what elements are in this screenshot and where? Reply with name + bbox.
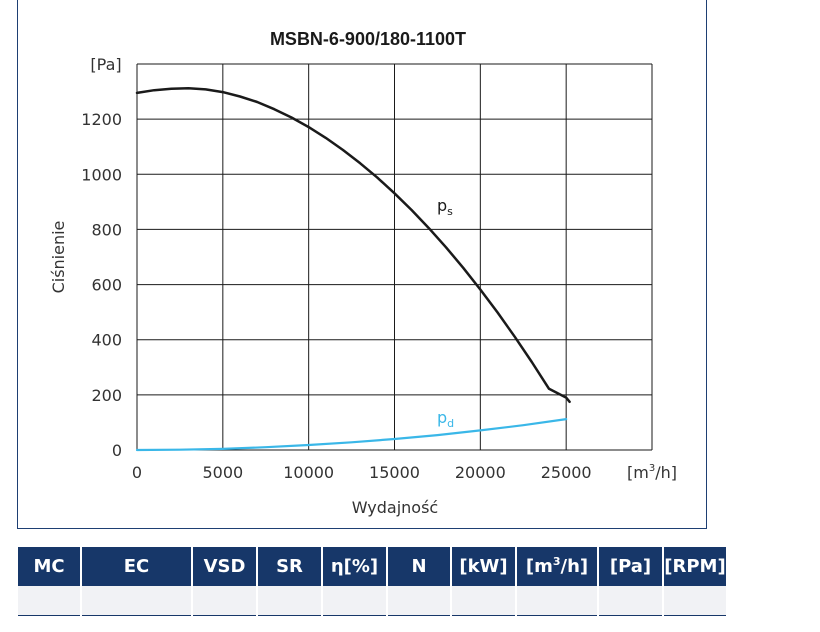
y-axis-label: Ciśnienie xyxy=(49,221,68,294)
table-cell xyxy=(663,586,726,616)
x-unit-label: [m3/h] xyxy=(627,463,677,482)
table-cell xyxy=(387,586,452,616)
y-tick-label: 800 xyxy=(91,220,122,239)
x-tick-label: 5000 xyxy=(202,463,243,482)
table-cell xyxy=(257,586,323,616)
performance-chart: MSBN-6-900/180-1100T 0 200 400 600 800 1000 12… xyxy=(49,29,677,517)
y-tick-label: 600 xyxy=(91,276,122,295)
spec-table: MC EC VSD SR η[%] N [kW] [m3/h] [Pa] [RPM] xyxy=(18,547,726,616)
table-cell xyxy=(322,586,388,616)
table-cell xyxy=(451,586,517,616)
table-cell xyxy=(18,586,82,616)
x-tick-label: 25000 xyxy=(541,463,592,482)
chart-title: MSBN-6-900/180-1100T xyxy=(270,29,466,49)
table-header-cell: [Pa] xyxy=(598,547,664,586)
table-header-cell: SR xyxy=(257,547,323,586)
x-unit-sup: 3 xyxy=(649,463,655,474)
y-tick-label: 200 xyxy=(91,386,122,405)
x-axis-label: Wydajność xyxy=(352,498,438,517)
table-header-cell: VSD xyxy=(192,547,258,586)
y-tick-label: 1000 xyxy=(81,165,122,184)
table-header-cell: η[%] xyxy=(322,547,388,586)
table-header-cell: [kW] xyxy=(451,547,517,586)
table-header-cell: EC xyxy=(81,547,193,586)
table-header-cell: N xyxy=(387,547,452,586)
table-row xyxy=(18,586,726,616)
series-layer xyxy=(135,87,571,452)
table-cell xyxy=(598,586,664,616)
table-header-cell: [m3/h] xyxy=(516,547,599,586)
series-line-ps xyxy=(135,87,571,404)
table-cell xyxy=(516,586,599,616)
x-tick-label: 20000 xyxy=(455,463,506,482)
grid xyxy=(136,63,653,451)
table-cell xyxy=(192,586,258,616)
y-unit-label: [Pa] xyxy=(90,55,121,74)
table-header-row: MC EC VSD SR η[%] N [kW] [m3/h] [Pa] [RPM] xyxy=(18,547,726,586)
table-header-cell: [RPM] xyxy=(663,547,726,586)
table-body xyxy=(18,586,726,616)
x-tick-label: 10000 xyxy=(283,463,334,482)
table-cell xyxy=(81,586,193,616)
series-labels: ps pd xyxy=(437,196,454,430)
y-tick-label: 0 xyxy=(112,441,122,460)
x-tick-label: 0 xyxy=(132,463,142,482)
y-tick-labels: 0 200 400 600 800 1000 1200 xyxy=(81,110,122,460)
x-unit-suffix: /h] xyxy=(655,463,677,482)
table-header-cell: MC xyxy=(18,547,82,586)
y-tick-label: 1200 xyxy=(81,110,122,129)
series-label-pd: pd xyxy=(437,408,454,430)
series-line-pd xyxy=(135,418,568,452)
x-tick-label: 15000 xyxy=(369,463,420,482)
series-label-ps: ps xyxy=(437,196,453,218)
y-tick-label: 400 xyxy=(91,331,122,350)
x-tick-labels: 0 5000 10000 15000 20000 25000 xyxy=(132,463,592,482)
x-unit-prefix: [m xyxy=(627,463,649,482)
